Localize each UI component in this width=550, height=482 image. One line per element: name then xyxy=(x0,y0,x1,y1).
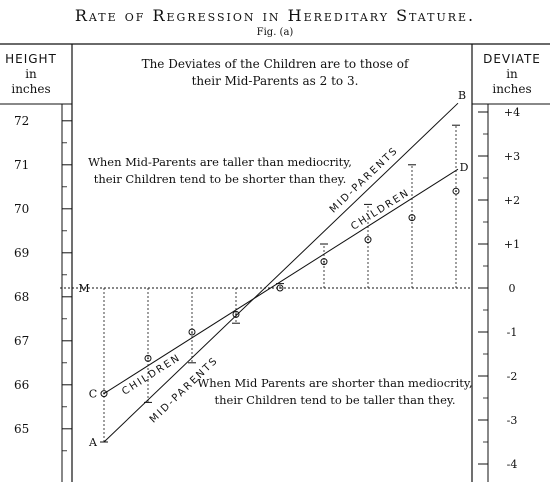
children-point xyxy=(320,258,328,266)
shorter-note: When Mid Parents are shorter than medioc… xyxy=(190,375,480,409)
ratio-note-line2: their Mid-Parents as 2 to 3. xyxy=(191,74,359,88)
children-point xyxy=(188,328,196,336)
children-end-label: D xyxy=(460,161,469,174)
children-point-dot xyxy=(279,287,281,289)
height-tick-label: 71 xyxy=(14,158,29,172)
deviate-tick-label: -2 xyxy=(507,370,518,383)
height-tick-label: 70 xyxy=(14,202,29,216)
height-tick-label: 68 xyxy=(14,290,29,304)
right-header-line2: in xyxy=(506,67,518,81)
deviate-tick-label: +1 xyxy=(504,238,520,251)
children-point-dot xyxy=(191,331,193,333)
children-point xyxy=(144,354,152,362)
mid-parents-start-label: A xyxy=(88,436,98,449)
deviate-tick-label: -3 xyxy=(507,414,518,427)
deviate-tick-label: +2 xyxy=(504,194,520,207)
children-line xyxy=(103,168,459,395)
height-tick-label: 65 xyxy=(14,422,29,436)
children-point xyxy=(408,214,416,222)
children-point-dot xyxy=(323,260,325,263)
chart-frame xyxy=(0,43,550,482)
shorter-note-line2: their Children tend to be taller than th… xyxy=(214,393,456,407)
deviate-tick-label: 0 xyxy=(509,282,516,295)
deviate-tick-label: +4 xyxy=(504,106,520,119)
height-tick-label: 69 xyxy=(14,246,29,260)
children-point xyxy=(452,187,460,195)
deviate-tick-label: -1 xyxy=(507,326,518,339)
children-point-dot xyxy=(147,357,149,360)
left-header-line3: inches xyxy=(11,82,51,96)
children-point-dot xyxy=(235,313,237,316)
deviate-tick-label: -4 xyxy=(507,458,518,471)
children-point-dot xyxy=(103,392,105,395)
right-axis-header: DEVIATE in inches xyxy=(474,52,550,97)
right-header-line3: inches xyxy=(492,82,532,96)
left-axis-header: HEIGHT in inches xyxy=(0,52,62,97)
children-point xyxy=(276,284,284,292)
children-point xyxy=(364,236,372,244)
shorter-note-line1: When Mid Parents are shorter than medioc… xyxy=(197,376,473,390)
children-point xyxy=(100,390,108,398)
mid-parents-line xyxy=(103,102,459,443)
chart-title: Rate of Regression in Hereditary Stature… xyxy=(74,6,476,25)
axis-ticks: 65 66 67 68 69 70 71 72 +4 +3 +2 +1 0 -1 -2 -3 -4 xyxy=(14,106,520,471)
children-point-dot xyxy=(455,190,457,192)
children-start-label: C xyxy=(89,388,97,401)
left-header-line2: in xyxy=(25,67,37,81)
right-header-line1: DEVIATE xyxy=(483,52,541,66)
children-point-dot xyxy=(411,216,413,219)
left-header-line1: HEIGHT xyxy=(5,52,57,66)
figure-label: Fig. (a) xyxy=(256,27,294,38)
ratio-note: The Deviates of the Children are to thos… xyxy=(110,56,440,90)
mediocrity-label: M xyxy=(78,282,89,295)
taller-note-line1: When Mid-Parents are taller than mediocr… xyxy=(88,155,352,169)
children-point-dot xyxy=(367,238,369,241)
ratio-note-line1: The Deviates of the Children are to thos… xyxy=(141,57,409,71)
height-tick-label: 72 xyxy=(14,114,29,128)
deviate-tick-label: +3 xyxy=(504,150,520,163)
children-upper-label: CHILDREN xyxy=(349,187,412,232)
children-point xyxy=(232,310,240,318)
height-tick-label: 66 xyxy=(14,378,29,392)
taller-note: When Mid-Parents are taller than mediocr… xyxy=(80,154,360,188)
taller-note-line2: their Children tend to be shorter than t… xyxy=(93,172,347,186)
mid-parents-end-label: B xyxy=(458,89,466,102)
chart-marks: MABCDMID-PARENTSMID-PARENTSCHILDRENCHILD… xyxy=(60,89,472,449)
height-tick-label: 67 xyxy=(14,334,29,348)
